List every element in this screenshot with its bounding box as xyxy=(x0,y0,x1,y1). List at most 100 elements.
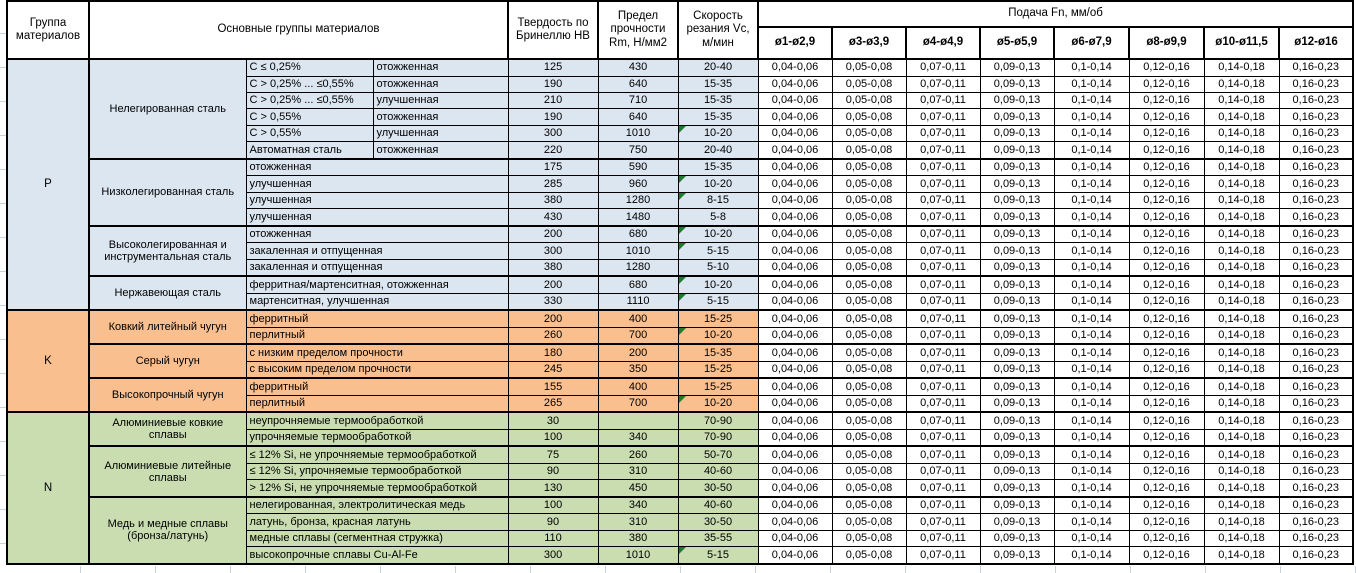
feed-cell[interactable]: 0,04-0,06 xyxy=(757,108,833,126)
feed-cell[interactable]: 0,04-0,06 xyxy=(757,377,833,396)
subgroup-name-cell[interactable]: Высоколегированная и инструментальная ст… xyxy=(88,224,247,277)
feed-cell[interactable]: 0,12-0,16 xyxy=(1128,360,1205,379)
feed-cell[interactable]: 0,07-0,11 xyxy=(905,394,981,413)
detail-cell[interactable]: C > 0,55% xyxy=(245,108,374,126)
feed-cell[interactable]: 0,07-0,11 xyxy=(905,191,981,210)
feed-cell[interactable]: 0,16-0,23 xyxy=(1278,57,1354,77)
feed-cell[interactable]: 0,14-0,18 xyxy=(1203,108,1280,126)
feed-cell[interactable]: 0,07-0,11 xyxy=(905,275,981,294)
feed-cell[interactable]: 0,09-0,13 xyxy=(979,343,1055,362)
feed-cell[interactable]: 0,07-0,11 xyxy=(905,309,981,328)
subgroup-name-cell[interactable]: Алюминиевые ковкие сплавы xyxy=(88,411,247,447)
header-diameter-8[interactable]: ø12-ø16 xyxy=(1278,26,1355,60)
rm-cell[interactable]: 700 xyxy=(597,394,679,413)
rm-cell[interactable]: 710 xyxy=(597,91,679,110)
feed-cell[interactable]: 0,09-0,13 xyxy=(979,224,1055,244)
subgroup-name-cell[interactable]: Нелегированная сталь xyxy=(88,58,247,160)
feed-cell[interactable]: 0,09-0,13 xyxy=(979,394,1055,413)
feed-cell[interactable]: 0,1-0,14 xyxy=(1053,360,1130,379)
group-code-cell[interactable]: N xyxy=(6,411,90,565)
hb-cell[interactable]: 30 xyxy=(507,411,599,430)
feed-cell[interactable]: 0,07-0,11 xyxy=(905,108,981,126)
feed-cell[interactable]: 0,14-0,18 xyxy=(1203,191,1280,210)
feed-cell[interactable]: 0,07-0,11 xyxy=(905,360,981,379)
detail-cell[interactable]: улучшенная xyxy=(245,191,509,210)
feed-cell[interactable]: 0,1-0,14 xyxy=(1053,445,1130,464)
feed-cell[interactable]: 0,04-0,06 xyxy=(757,258,833,277)
feed-cell[interactable]: 0,07-0,11 xyxy=(905,513,981,531)
rm-cell[interactable]: 400 xyxy=(597,309,679,328)
feed-cell[interactable]: 0,16-0,23 xyxy=(1278,75,1354,93)
rm-cell[interactable]: 640 xyxy=(597,108,679,126)
rm-cell[interactable]: 680 xyxy=(597,275,679,294)
feed-cell[interactable]: 0,1-0,14 xyxy=(1053,208,1130,227)
feed-cell[interactable]: 0,16-0,23 xyxy=(1278,513,1354,531)
feed-cell[interactable]: 0,12-0,16 xyxy=(1128,309,1205,328)
vc-cell[interactable]: 15-35 xyxy=(677,91,759,110)
feed-cell[interactable]: 0,16-0,23 xyxy=(1278,462,1354,481)
vc-cell[interactable]: 40-60 xyxy=(677,495,759,515)
feed-cell[interactable]: 0,12-0,16 xyxy=(1128,529,1205,548)
hb-cell[interactable]: 330 xyxy=(507,292,599,311)
feed-cell[interactable]: 0,1-0,14 xyxy=(1053,394,1130,413)
hb-cell[interactable]: 285 xyxy=(507,175,599,193)
feed-cell[interactable]: 0,16-0,23 xyxy=(1278,326,1354,345)
vc-cell[interactable]: 50-70 xyxy=(677,445,759,464)
rm-cell[interactable]: 340 xyxy=(597,428,679,447)
vc-cell[interactable]: 10-20 xyxy=(677,224,759,244)
feed-cell[interactable]: 0,16-0,23 xyxy=(1278,224,1354,244)
feed-cell[interactable]: 0,07-0,11 xyxy=(905,258,981,277)
feed-cell[interactable]: 0,14-0,18 xyxy=(1203,175,1280,193)
feed-cell[interactable]: 0,09-0,13 xyxy=(979,495,1055,515)
feed-cell[interactable]: 0,05-0,08 xyxy=(831,326,907,345)
feed-cell[interactable]: 0,14-0,18 xyxy=(1203,360,1280,379)
hb-cell[interactable]: 110 xyxy=(507,529,599,548)
feed-cell[interactable]: 0,14-0,18 xyxy=(1203,428,1280,447)
hb-cell[interactable]: 200 xyxy=(507,309,599,328)
header-strength-rm[interactable]: Предел прочности Rm, Н/мм2 xyxy=(597,0,680,60)
feed-cell[interactable]: 0,05-0,08 xyxy=(831,343,907,362)
detail-cell[interactable]: ≤ 12% Si, упрочняемые термообработкой xyxy=(245,462,509,481)
feed-cell[interactable]: 0,09-0,13 xyxy=(979,411,1055,430)
feed-cell[interactable]: 0,1-0,14 xyxy=(1053,108,1130,126)
feed-cell[interactable]: 0,09-0,13 xyxy=(979,75,1055,93)
feed-cell[interactable]: 0,1-0,14 xyxy=(1053,141,1130,160)
feed-cell[interactable]: 0,09-0,13 xyxy=(979,377,1055,396)
feed-cell[interactable]: 0,16-0,23 xyxy=(1278,91,1354,110)
feed-cell[interactable]: 0,05-0,08 xyxy=(831,224,907,244)
vc-cell[interactable]: 35-55 xyxy=(677,529,759,548)
feed-cell[interactable]: 0,12-0,16 xyxy=(1128,326,1205,345)
hb-cell[interactable]: 180 xyxy=(507,343,599,362)
feed-cell[interactable]: 0,04-0,06 xyxy=(757,224,833,244)
hb-cell[interactable]: 125 xyxy=(507,57,599,77)
feed-cell[interactable]: 0,05-0,08 xyxy=(831,529,907,548)
feed-cell[interactable]: 0,12-0,16 xyxy=(1128,157,1205,177)
feed-cell[interactable]: 0,09-0,13 xyxy=(979,108,1055,126)
feed-cell[interactable]: 0,04-0,06 xyxy=(757,191,833,210)
hb-cell[interactable]: 190 xyxy=(507,108,599,126)
feed-cell[interactable]: 0,04-0,06 xyxy=(757,343,833,362)
feed-cell[interactable]: 0,04-0,06 xyxy=(757,175,833,193)
feed-cell[interactable]: 0,09-0,13 xyxy=(979,57,1055,77)
feed-cell[interactable]: 0,09-0,13 xyxy=(979,360,1055,379)
feed-cell[interactable]: 0,16-0,23 xyxy=(1278,546,1354,565)
feed-cell[interactable]: 0,12-0,16 xyxy=(1128,445,1205,464)
feed-cell[interactable]: 0,07-0,11 xyxy=(905,411,981,430)
feed-cell[interactable]: 0,12-0,16 xyxy=(1128,275,1205,294)
feed-cell[interactable]: 0,14-0,18 xyxy=(1203,479,1280,498)
feed-cell[interactable]: 0,12-0,16 xyxy=(1128,479,1205,498)
hb-cell[interactable]: 155 xyxy=(507,377,599,396)
feed-cell[interactable]: 0,1-0,14 xyxy=(1053,124,1130,143)
rm-cell[interactable]: 1010 xyxy=(597,124,679,143)
feed-cell[interactable]: 0,07-0,11 xyxy=(905,75,981,93)
rm-cell[interactable]: 1280 xyxy=(597,191,679,210)
detail-cell[interactable]: перлитный xyxy=(245,394,509,413)
feed-cell[interactable]: 0,07-0,11 xyxy=(905,445,981,464)
feed-cell[interactable]: 0,04-0,06 xyxy=(757,275,833,294)
detail-cell[interactable]: упрочняемые термообработкой xyxy=(245,428,509,447)
feed-cell[interactable]: 0,12-0,16 xyxy=(1128,495,1205,515)
state-cell[interactable]: отожженная xyxy=(372,141,509,160)
feed-cell[interactable]: 0,16-0,23 xyxy=(1278,377,1354,396)
vc-cell[interactable]: 5-15 xyxy=(677,242,759,260)
rm-cell[interactable]: 700 xyxy=(597,326,679,345)
